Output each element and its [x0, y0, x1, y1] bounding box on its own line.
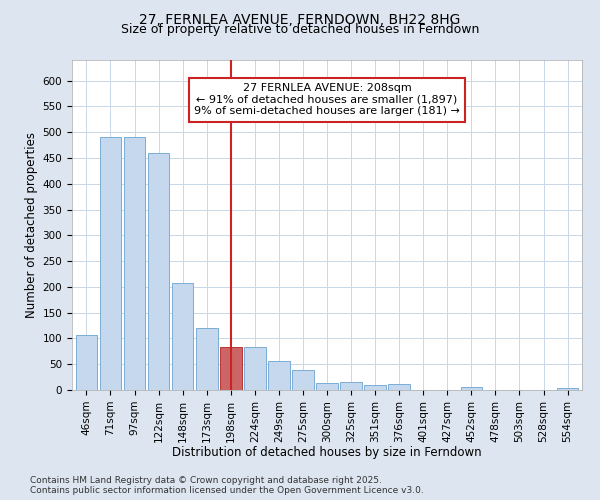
- Bar: [124, 138, 145, 390]
- Bar: [196, 328, 218, 390]
- Bar: [100, 138, 121, 390]
- Bar: [340, 382, 362, 390]
- Text: 27, FERNLEA AVENUE, FERNDOWN, BH22 8HG: 27, FERNLEA AVENUE, FERNDOWN, BH22 8HG: [139, 12, 461, 26]
- Bar: [292, 370, 314, 390]
- Bar: [388, 384, 410, 390]
- Bar: [268, 360, 290, 390]
- Text: Size of property relative to detached houses in Ferndown: Size of property relative to detached ho…: [121, 22, 479, 36]
- Text: 27 FERNLEA AVENUE: 208sqm
← 91% of detached houses are smaller (1,897)
9% of sem: 27 FERNLEA AVENUE: 208sqm ← 91% of detac…: [194, 83, 460, 116]
- Y-axis label: Number of detached properties: Number of detached properties: [25, 132, 38, 318]
- Bar: [148, 153, 169, 390]
- Bar: [172, 283, 193, 390]
- Bar: [461, 388, 482, 390]
- Bar: [316, 383, 338, 390]
- Bar: [220, 347, 242, 390]
- Bar: [364, 386, 386, 390]
- Text: Contains HM Land Registry data © Crown copyright and database right 2025.
Contai: Contains HM Land Registry data © Crown c…: [30, 476, 424, 495]
- Bar: [244, 347, 266, 390]
- Bar: [76, 336, 97, 390]
- X-axis label: Distribution of detached houses by size in Ferndown: Distribution of detached houses by size …: [172, 446, 482, 459]
- Bar: [557, 388, 578, 390]
